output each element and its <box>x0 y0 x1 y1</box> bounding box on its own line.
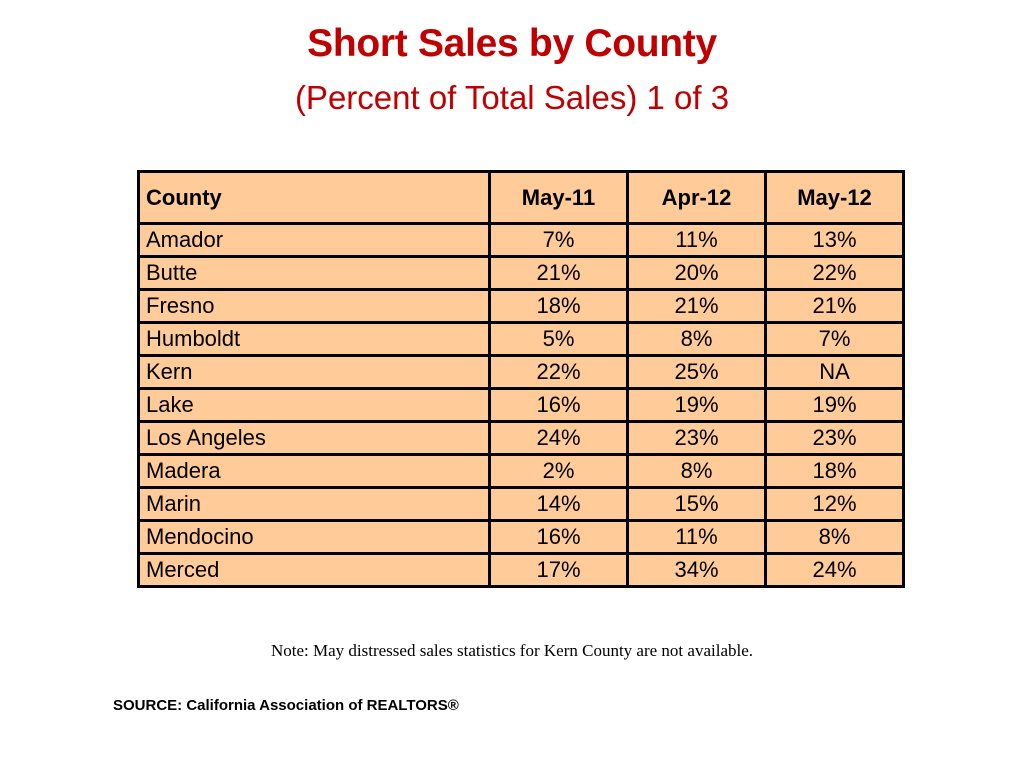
value-cell: 19% <box>626 387 767 423</box>
table-header-row: County May-11 Apr-12 May-12 <box>137 170 905 225</box>
table-row: Merced 17% 34% 24% <box>137 552 905 588</box>
table-row: Humboldt 5% 8% 7% <box>137 321 905 357</box>
footnote: Note: May distressed sales statistics fo… <box>270 641 754 660</box>
value-cell: 19% <box>764 387 905 423</box>
county-cell: Mendocino <box>137 519 491 555</box>
county-cell: Lake <box>137 387 491 423</box>
value-cell: 20% <box>626 255 767 291</box>
value-cell: 11% <box>626 519 767 555</box>
table-row: Madera 2% 8% 18% <box>137 453 905 489</box>
header-may-12: May-12 <box>764 170 905 225</box>
table-row: Los Angeles 24% 23% 23% <box>137 420 905 456</box>
value-cell: 8% <box>626 321 767 357</box>
county-cell: Fresno <box>137 288 491 324</box>
value-cell: 18% <box>764 453 905 489</box>
header-county: County <box>137 170 491 225</box>
county-cell: Humboldt <box>137 321 491 357</box>
table-row: Butte 21% 20% 22% <box>137 255 905 291</box>
value-cell: 21% <box>626 288 767 324</box>
value-cell: 5% <box>488 321 629 357</box>
value-cell: 2% <box>488 453 629 489</box>
source-credit: SOURCE: California Association of REALTO… <box>113 697 459 714</box>
value-cell: 7% <box>764 321 905 357</box>
value-cell: 25% <box>626 354 767 390</box>
value-cell: 34% <box>626 552 767 588</box>
value-cell: 15% <box>626 486 767 522</box>
value-cell: 23% <box>626 420 767 456</box>
value-cell: 16% <box>488 519 629 555</box>
value-cell: 14% <box>488 486 629 522</box>
value-cell: 22% <box>488 354 629 390</box>
value-cell: 11% <box>626 222 767 258</box>
value-cell: 24% <box>488 420 629 456</box>
value-cell: 23% <box>764 420 905 456</box>
table-row: Kern 22% 25% NA <box>137 354 905 390</box>
value-cell: 8% <box>764 519 905 555</box>
county-cell: Butte <box>137 255 491 291</box>
value-cell: 24% <box>764 552 905 588</box>
header-may-11: May-11 <box>488 170 629 225</box>
county-cell: Madera <box>137 453 491 489</box>
table-row: Mendocino 16% 11% 8% <box>137 519 905 555</box>
table-row: Fresno 18% 21% 21% <box>137 288 905 324</box>
value-cell: 22% <box>764 255 905 291</box>
table-row: Amador 7% 11% 13% <box>137 222 905 258</box>
county-cell: Marin <box>137 486 491 522</box>
value-cell: 12% <box>764 486 905 522</box>
county-cell: Los Angeles <box>137 420 491 456</box>
value-cell: 18% <box>488 288 629 324</box>
value-cell: 16% <box>488 387 629 423</box>
county-cell: Kern <box>137 354 491 390</box>
short-sales-table: County May-11 Apr-12 May-12 Amador 7% 11… <box>137 170 905 588</box>
value-cell: NA <box>764 354 905 390</box>
value-cell: 21% <box>764 288 905 324</box>
value-cell: 7% <box>488 222 629 258</box>
county-cell: Merced <box>137 552 491 588</box>
county-cell: Amador <box>137 222 491 258</box>
value-cell: 21% <box>488 255 629 291</box>
table-row: Marin 14% 15% 12% <box>137 486 905 522</box>
table-row: Lake 16% 19% 19% <box>137 387 905 423</box>
slide-subtitle: (Percent of Total Sales) 1 of 3 <box>294 79 730 116</box>
value-cell: 8% <box>626 453 767 489</box>
header-apr-12: Apr-12 <box>626 170 767 225</box>
value-cell: 17% <box>488 552 629 588</box>
slide-title: Short Sales by County <box>307 22 717 65</box>
value-cell: 13% <box>764 222 905 258</box>
